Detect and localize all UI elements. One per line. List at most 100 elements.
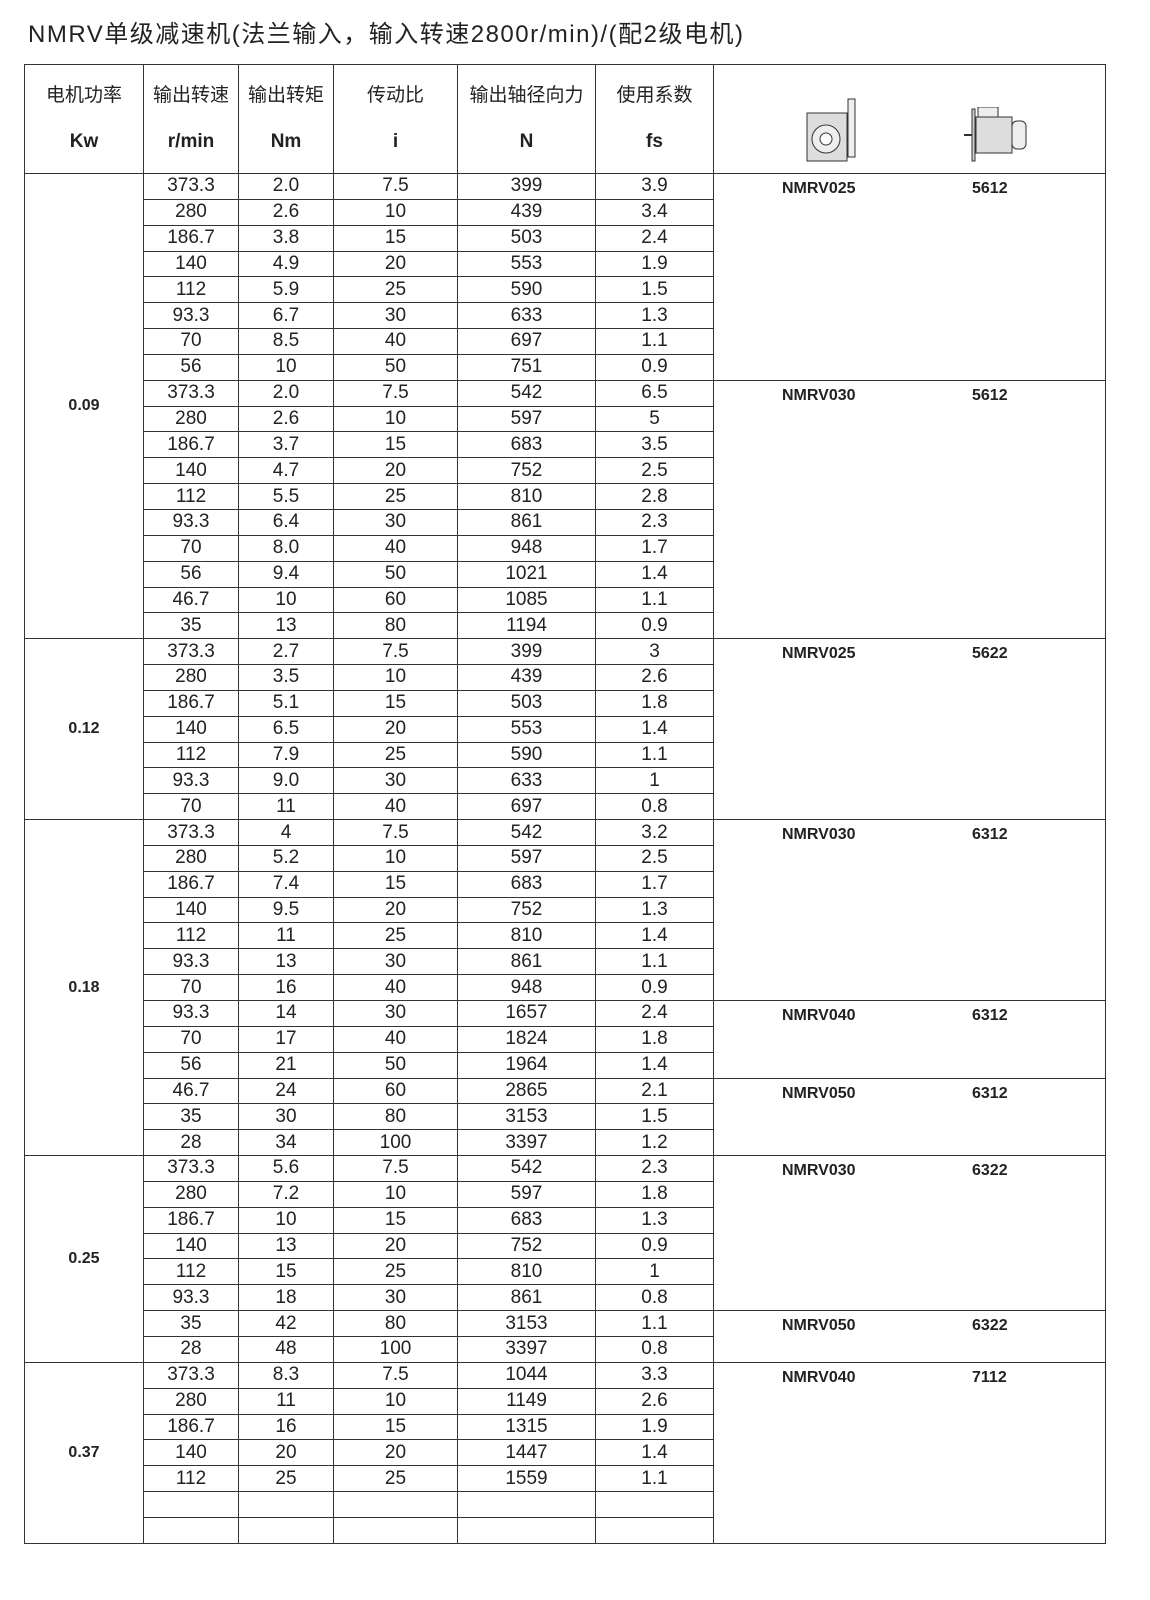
output-torque-cell: 11: [238, 1387, 334, 1415]
ratio-cell: 15: [333, 1206, 458, 1234]
output-torque-cell: 5.6: [238, 1155, 334, 1182]
output-speed-cell: 93.3: [143, 767, 239, 795]
output-speed-cell: [143, 1516, 239, 1544]
table-row: 93.3 9.0 30 633 1: [25, 767, 1106, 795]
table-row: 46.7 10 60 1085 1.1: [25, 586, 1106, 614]
ratio-cell: 20: [333, 457, 458, 485]
header-power: 电机功率 Kw: [24, 64, 144, 174]
service-factor-cell: 1.7: [595, 870, 714, 898]
radial-force-cell: 503: [457, 689, 596, 717]
header-icons: [713, 64, 1106, 174]
table-row: 140 20 20 1447 1.4: [25, 1439, 1106, 1467]
table-row: 35 42 80 3153 1.1 NMRV050 6322: [25, 1310, 1106, 1363]
ratio-cell: 25: [333, 276, 458, 304]
output-torque-cell: 4.9: [238, 250, 334, 278]
radial-force-cell: 597: [457, 1180, 596, 1208]
ratio-cell: 10: [333, 844, 458, 872]
output-torque-cell: 18: [238, 1284, 334, 1312]
radial-force-cell: 439: [457, 198, 596, 226]
output-speed-cell: 140: [143, 715, 239, 743]
output-torque-cell: 9.4: [238, 560, 334, 588]
ratio-cell: 10: [333, 198, 458, 226]
output-speed-cell: 186.7: [143, 870, 239, 898]
motor-model: 6312: [972, 1007, 1008, 1024]
output-torque-cell: 6.5: [238, 715, 334, 743]
radial-force-cell: 597: [457, 405, 596, 433]
table-row: 112 5.5 25 810 2.8: [25, 483, 1106, 510]
ratio-cell: 30: [333, 1000, 458, 1027]
table-row: 112 11 25 810 1.4: [25, 922, 1106, 950]
service-factor-cell: 1.7: [595, 534, 714, 562]
service-factor-cell: 1.3: [595, 1206, 714, 1234]
radial-force-cell: 683: [457, 431, 596, 459]
radial-force-cell: 948: [457, 534, 596, 562]
output-speed-cell: 373.3: [143, 1361, 239, 1389]
service-factor-cell: 1.1: [595, 741, 714, 769]
output-speed-cell: 280: [143, 405, 239, 433]
output-torque-cell: 11: [238, 793, 334, 821]
table-row: 0.18 373.3 4 7.5 542 3.2 NMRV030 6312: [24, 819, 1106, 1157]
ratio-cell: 40: [333, 974, 458, 1001]
service-factor-cell: 1.4: [595, 1051, 714, 1079]
service-factor-cell: 1.9: [595, 1413, 714, 1441]
service-factor-cell: 2.3: [595, 508, 714, 536]
model-cell: NMRV025 5622: [713, 638, 1106, 821]
radial-force-cell: 697: [457, 793, 596, 821]
service-factor-cell: 3.3: [595, 1361, 714, 1389]
table-row: 70 8.5 40 697 1.1: [25, 328, 1106, 355]
output-torque-cell: 7.4: [238, 870, 334, 898]
ratio-cell: 50: [333, 353, 458, 381]
output-torque-cell: 4: [238, 819, 334, 846]
output-torque-cell: 17: [238, 1025, 334, 1053]
radial-force-cell: 590: [457, 276, 596, 304]
ratio-cell: 30: [333, 302, 458, 330]
output-torque-cell: 6.4: [238, 508, 334, 536]
gearbox-model: NMRV050: [782, 1317, 856, 1335]
radial-force-cell: 751: [457, 353, 596, 381]
ratio-cell: 7.5: [333, 1361, 458, 1389]
service-factor-cell: 0.9: [595, 1232, 714, 1260]
ratio-cell: 15: [333, 224, 458, 252]
motor-power-cell: 0.12: [24, 638, 144, 821]
output-torque-cell: 16: [238, 1413, 334, 1441]
output-speed-cell: 280: [143, 1387, 239, 1415]
ratio-cell: 60: [333, 586, 458, 614]
radial-force-cell: 683: [457, 870, 596, 898]
output-speed-cell: 140: [143, 896, 239, 924]
output-speed-cell: 112: [143, 1465, 239, 1493]
output-torque-cell: 2.7: [238, 638, 334, 666]
output-speed-cell: 93.3: [143, 508, 239, 536]
model-cell: NMRV025 5612: [713, 173, 1106, 381]
output-torque-cell: 8.3: [238, 1361, 334, 1389]
service-factor-cell: 2.3: [595, 1155, 714, 1182]
service-factor-cell: 1.5: [595, 1103, 714, 1131]
table-row: 70 16 40 948 0.9: [25, 974, 1106, 1001]
gearbox-model: NMRV040: [782, 1007, 856, 1024]
service-factor-cell: 1.8: [595, 689, 714, 717]
output-torque-cell: 3.7: [238, 431, 334, 459]
output-speed-cell: 93.3: [143, 1000, 239, 1027]
table-row: 93.3 14 30 1657 2.4 NMRV040 6312: [25, 1000, 1106, 1079]
service-factor-cell: 3: [595, 638, 714, 666]
output-speed-cell: 280: [143, 1180, 239, 1208]
service-factor-cell: 1: [595, 767, 714, 795]
gearbox-model: NMRV040: [782, 1368, 856, 1386]
output-speed-cell: 93.3: [143, 948, 239, 976]
output-torque-cell: 10: [238, 586, 334, 614]
ratio-cell: 7.5: [333, 819, 458, 846]
motor-model: 6312: [972, 826, 1008, 844]
radial-force-cell: 3397: [457, 1129, 596, 1157]
table-row: 0.37 373.3 8.3 7.5 1044 3.3 NMRV040 7112: [24, 1361, 1106, 1544]
ratio-cell: 20: [333, 250, 458, 278]
output-torque-cell: 15: [238, 1258, 334, 1286]
service-factor-cell: 2.4: [595, 1000, 714, 1027]
output-torque-cell: 8.5: [238, 328, 334, 355]
radial-force-cell: 1657: [457, 1000, 596, 1027]
ratio-cell: 20: [333, 1439, 458, 1467]
model-cell: NMRV050 6312: [713, 1077, 1106, 1157]
ratio-cell: 30: [333, 1284, 458, 1312]
output-torque-cell: 21: [238, 1051, 334, 1079]
motor-model: 6322: [972, 1162, 1008, 1180]
model-cell: NMRV030 6322: [713, 1155, 1106, 1312]
ratio-cell: [333, 1516, 458, 1544]
